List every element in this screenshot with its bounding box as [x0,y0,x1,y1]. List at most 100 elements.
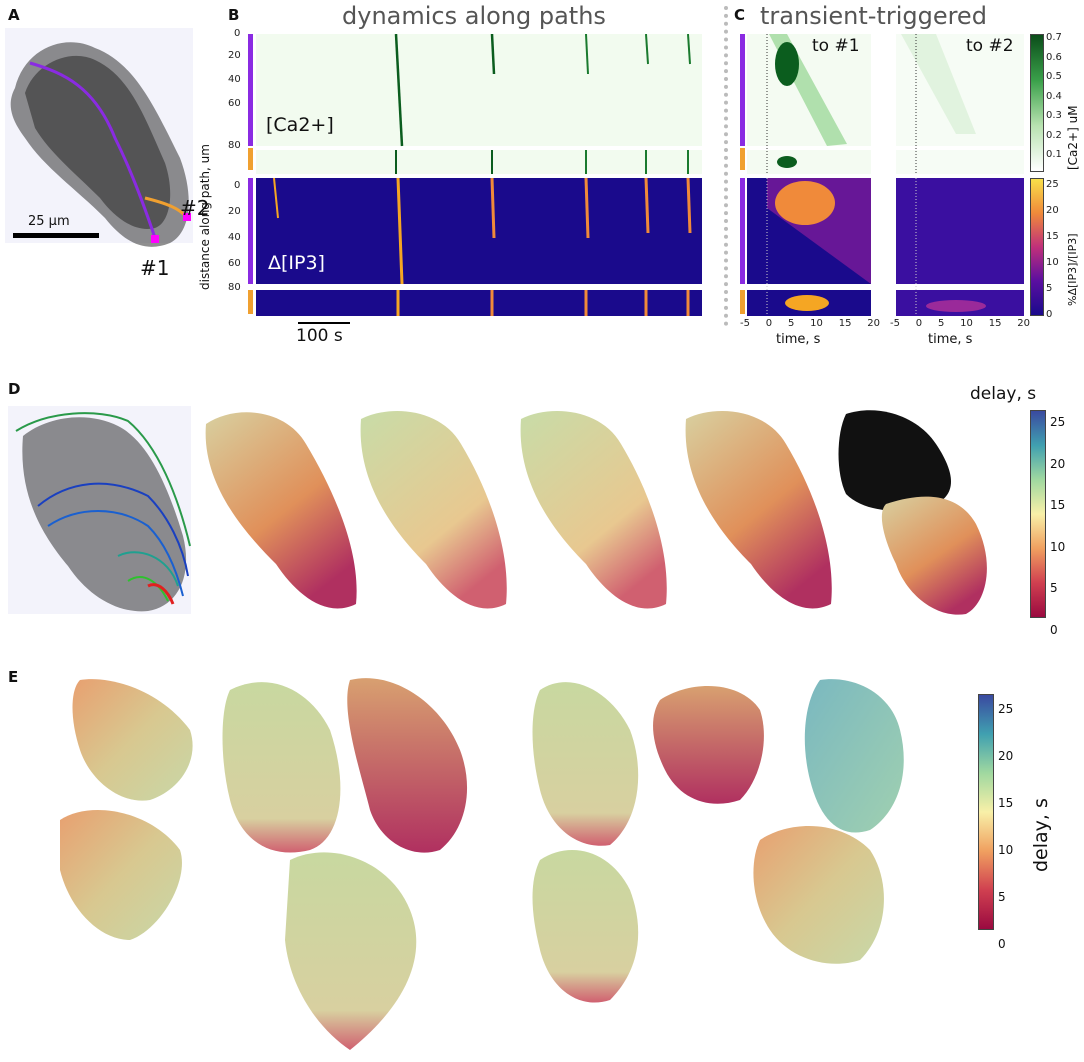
ct: 0.1 [1046,149,1062,160]
et: 20 [998,749,1014,763]
to1-label: to #1 [812,36,860,56]
panel-a-cell-image [5,28,193,247]
ca-colorbar [1030,34,1044,172]
ct: 15 [1046,231,1059,242]
ip3-kymograph [256,178,702,316]
time-scalebar-label: 100 s [296,326,343,346]
time-scalebar [298,322,350,324]
strip-ip3-path1 [248,178,253,284]
xt: -5 [740,318,750,329]
c-strip-2 [740,148,745,170]
d-colorbar [1030,410,1046,618]
c-to2-ip3 [896,178,1024,316]
ct: 25 [1046,179,1059,190]
xt: 0 [765,318,773,329]
ct: 10 [1046,257,1059,268]
dt: 15 [1050,498,1066,512]
c2-xlabel: time, s [928,332,973,347]
marker-2-label: #2 [180,196,210,220]
et: 25 [998,702,1014,716]
ca-cbar-ticks: 0.7 0.6 0.5 0.4 0.3 0.2 0.1 [1046,28,1062,165]
ct: 0.3 [1046,110,1062,121]
c-strip-1 [740,34,745,146]
c1-xticks: -5 0 5 10 15 20 [740,318,880,329]
marker-1 [151,235,159,243]
ct: 0 [1046,309,1053,320]
et: 0 [998,937,1006,951]
ytick-40: 40 [228,74,241,85]
panel-a-label: A [8,6,20,24]
ct: 0.6 [1046,51,1062,63]
panel-e-label: E [8,668,19,686]
ip3-label: Δ[IP3] [268,252,325,274]
c-to2-ca [896,34,1024,174]
ytick-20: 20 [228,50,241,61]
ytick-ip3-60: 60 [228,258,241,269]
ytick-ip3-40: 40 [228,232,241,243]
panel-d-contours [8,406,191,614]
ytick-0: 0 [234,28,241,39]
dt: 10 [1050,539,1066,554]
ip3-cbar-label: %Δ[IP3]/[IP3] [1066,233,1079,306]
panel-c-title: transient-triggered [760,2,987,30]
xt: 20 [867,318,880,329]
panel-b-title: dynamics along paths [342,2,606,30]
xt: 10 [960,318,973,329]
c-to1-ip3 [747,178,871,316]
et: 5 [998,890,1006,904]
c-to1-ca [747,34,871,174]
d-cbar-ticks: 25 20 15 10 5 0 [1050,402,1065,651]
ytick-60: 60 [228,98,241,109]
ytick-ip3-0: 0 [234,180,241,191]
ytick-80: 80 [228,140,241,151]
e-cbar-label: delay, s [1030,798,1052,872]
scale-bar [13,233,99,238]
xt: 15 [988,318,1002,329]
ytick-ip3-80: 80 [228,282,241,293]
c-strip-3 [740,178,745,284]
et: 10 [998,843,1014,857]
dt: 20 [1050,456,1066,471]
ca-cbar-label: [Ca2+] uM [1066,105,1080,170]
e-colorbar [978,694,994,930]
xt: 10 [810,318,823,329]
ct: 0.2 [1046,129,1062,141]
ca-label: [Ca2+] [266,114,334,136]
c1-xlabel: time, s [776,332,821,347]
panel-d-delay-maps [205,410,987,615]
ca-kymograph [256,34,702,174]
xt: -5 [890,318,900,329]
d-cbar-title: delay, s [970,384,1037,404]
dt: 0 [1050,622,1058,637]
panel-b-label: B [228,6,240,24]
to2-label: to #2 [966,36,1014,56]
ct: 0.4 [1046,90,1062,102]
c-strip-4 [740,290,745,314]
strip-ca-path2 [248,148,253,170]
panel-c-label: C [734,6,746,24]
marker-2 [183,213,191,221]
xt: 0 [915,318,923,329]
ct: 5 [1046,283,1053,294]
c2-xticks: -5 0 5 10 15 20 [890,318,1030,329]
strip-ca-path1 [248,34,253,146]
dt: 5 [1050,581,1058,595]
et: 15 [998,796,1014,810]
marker-1-label: #1 [140,256,170,280]
ct: 0.5 [1046,71,1062,82]
e-cbar-ticks: 25 20 15 10 5 0 [998,686,1013,968]
xt: 5 [787,318,795,329]
ytick-ip3-20: 20 [228,206,241,217]
xt: 5 [937,318,945,329]
panel-b-ylabel: distance along path, um [198,144,212,290]
ct: 0.7 [1046,32,1062,43]
path-1-line [29,61,157,239]
ip3-colorbar [1030,178,1044,316]
strip-ip3-path2 [248,290,253,314]
ip3-cbar-ticks: 25 20 15 10 5 0 [1046,172,1059,328]
ct: 20 [1046,205,1059,216]
panel-d-label: D [8,380,21,398]
xt: 20 [1017,318,1030,329]
separator [724,6,728,326]
xt: 15 [838,318,852,329]
